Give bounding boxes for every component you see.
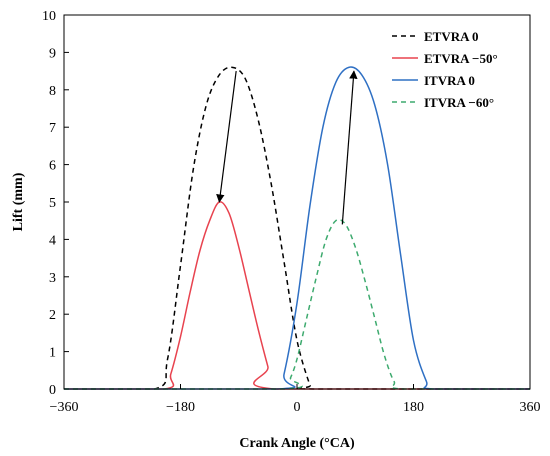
x-tick-label: 360 xyxy=(520,400,541,415)
annotation-arrow-2 xyxy=(341,70,358,225)
x-tick-label: −180 xyxy=(166,400,195,415)
plot-area xyxy=(64,66,530,390)
y-tick-label: 6 xyxy=(49,159,56,174)
y-tick-label: 3 xyxy=(49,271,56,286)
x-tick-label: 180 xyxy=(403,400,424,415)
series-line-3 xyxy=(64,66,530,390)
x-axis-title: Crank Angle (°CA) xyxy=(239,436,355,451)
y-tick-label: 5 xyxy=(49,196,56,211)
y-tick-label: 8 xyxy=(49,84,56,99)
y-tick-label: 10 xyxy=(42,9,56,24)
legend-label: ETVRA 0 xyxy=(424,29,479,44)
legend: ETVRA 0 ETVRA −50° ITVRA 0 ITVRA −60° xyxy=(392,29,498,110)
plot-frame xyxy=(63,14,531,390)
y-tick-label: 4 xyxy=(49,233,56,248)
x-tick-label: 0 xyxy=(294,400,301,415)
y-tick-label: 1 xyxy=(49,346,56,361)
y-tick-label: 2 xyxy=(49,308,56,323)
y-tick-label: 0 xyxy=(49,383,56,398)
legend-label: ITVRA 0 xyxy=(424,73,475,88)
y-axis-title: Lift (mm) xyxy=(11,172,26,231)
x-tick-label: −360 xyxy=(50,400,79,415)
annotation-arrow-1 xyxy=(216,71,237,203)
legend-label: ITVRA −60° xyxy=(424,95,494,110)
series-line-4 xyxy=(64,218,530,390)
y-axis: 0 1 2 3 4 5 6 7 8 9 10 xyxy=(42,9,69,398)
series-line-1 xyxy=(64,66,530,390)
y-tick-label: 9 xyxy=(49,46,56,61)
x-axis: −360 −180 0 180 360 xyxy=(50,384,541,415)
y-tick-label: 7 xyxy=(49,121,56,136)
legend-label: ETVRA −50° xyxy=(424,51,498,66)
